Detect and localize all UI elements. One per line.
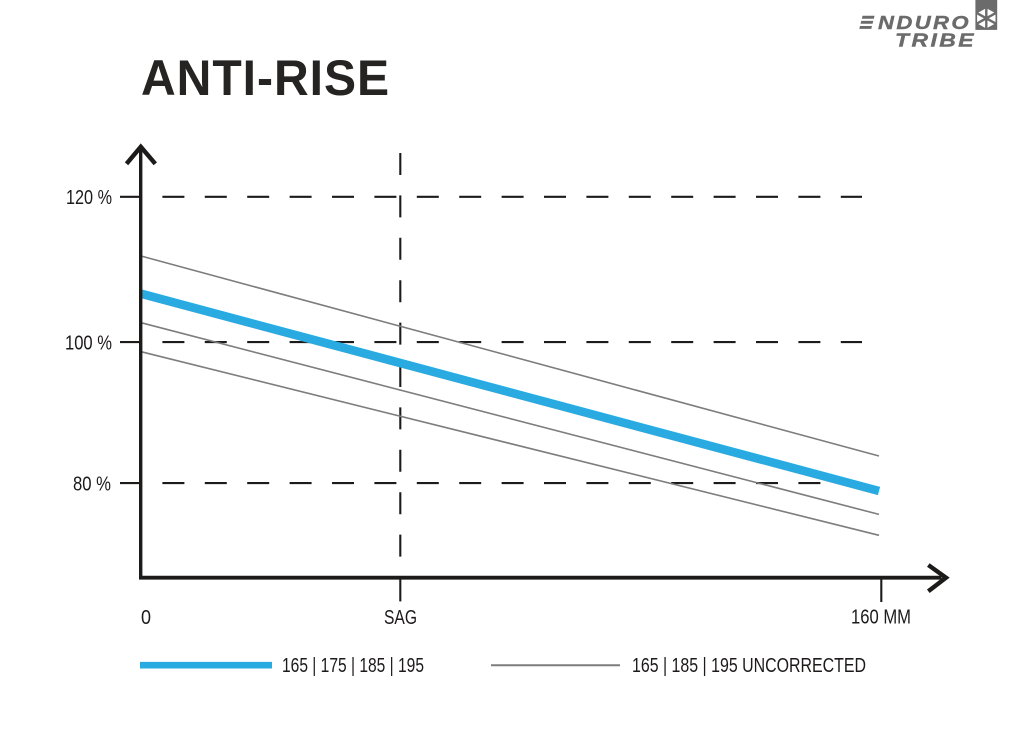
svg-text:TRIBE: TRIBE	[895, 29, 976, 50]
svg-text:NDURO: NDURO	[878, 12, 971, 33]
svg-text:165 | 185 | 195 UNCORRECTED: 165 | 185 | 195 UNCORRECTED	[632, 655, 866, 677]
svg-text:165 | 175 | 185 | 195: 165 | 175 | 185 | 195	[282, 655, 424, 677]
svg-text:80 %: 80 %	[73, 473, 111, 495]
svg-text:160 MM: 160 MM	[851, 607, 911, 629]
svg-text:0: 0	[141, 607, 151, 629]
svg-text:SAG: SAG	[384, 607, 417, 629]
svg-text:ANTI-RISE: ANTI-RISE	[141, 49, 390, 106]
svg-text:120 %: 120 %	[66, 187, 112, 209]
svg-text:100 %: 100 %	[65, 332, 112, 354]
